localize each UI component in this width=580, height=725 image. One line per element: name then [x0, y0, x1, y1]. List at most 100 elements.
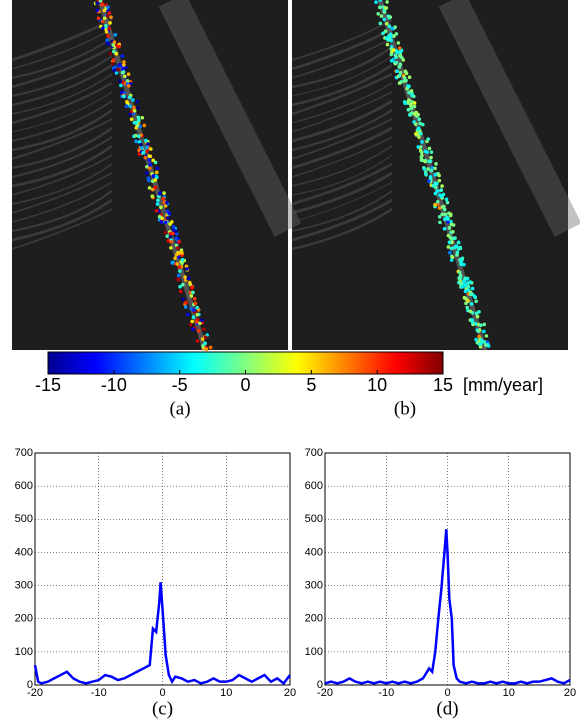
scatter-dot [153, 185, 158, 190]
scatter-dot [446, 245, 451, 249]
scatter-dot [114, 51, 119, 56]
y-tick-label: 300 [15, 579, 33, 591]
scatter-dot [382, 17, 387, 22]
scatter-dot [458, 279, 462, 283]
ridge [158, 0, 302, 237]
scatter-dot [145, 149, 149, 153]
y-tick-label: 400 [15, 546, 33, 558]
scatter-dot [107, 11, 112, 15]
scatter-dot [146, 142, 150, 146]
scatter-dot [192, 296, 197, 301]
texture [11, 136, 113, 179]
scatter-dot [95, 1, 99, 5]
scatter-dot [452, 236, 457, 240]
scatter-dot [398, 71, 403, 75]
scatter-dot [385, 0, 389, 4]
scatter-dot [166, 238, 171, 243]
scatter-dot [409, 106, 414, 111]
scatter-dot [191, 290, 195, 295]
scatter-dot [135, 123, 140, 128]
x-tick-label: -10 [91, 687, 107, 699]
scatter-dot [379, 14, 384, 18]
scatter-dot [190, 319, 195, 324]
y-tick-label: 700 [15, 447, 33, 459]
scatter-dot [463, 289, 468, 294]
scatter-dot [482, 322, 487, 327]
texture [291, 109, 393, 152]
scatter-dot [484, 334, 489, 338]
scatter-dot [454, 244, 459, 249]
scatter-dot [145, 165, 149, 169]
scatter-dot [448, 212, 453, 217]
scatter-dot [200, 318, 204, 323]
texture [11, 190, 113, 233]
scatter-dot [147, 178, 151, 183]
scatter-dot [433, 172, 438, 177]
scatter-dot [96, 16, 101, 21]
scatter-dot [132, 105, 136, 110]
scatter-dot [159, 205, 163, 210]
scatter-dot [422, 167, 427, 171]
scatter-dot [435, 199, 440, 204]
scatter-dot [128, 95, 132, 100]
scatter-dot [426, 167, 430, 171]
scatter-dot [435, 189, 440, 193]
scatter-dot [153, 178, 158, 182]
scatter-dot [134, 139, 138, 144]
scatter-dot [104, 30, 109, 34]
scatter-dot [437, 173, 441, 178]
scatter-dot [382, 10, 387, 14]
scatter-dot [201, 344, 205, 348]
scatter-dot [429, 155, 433, 160]
scatter-dot [191, 327, 195, 331]
texture [11, 181, 113, 223]
scatter-dot [381, 31, 385, 36]
scatter-dot [191, 315, 196, 320]
scatter-dot [184, 300, 188, 305]
scatter-dot [447, 240, 452, 245]
scatter-dot [401, 58, 406, 62]
scatter-dot [478, 345, 483, 349]
colorbar-tick-label: -15 [35, 375, 61, 395]
scatter-dot [460, 256, 465, 261]
y-tick-label: 200 [15, 613, 33, 625]
scatter-dot [124, 104, 129, 108]
scatter-dot [113, 33, 118, 37]
scatter-dot [165, 200, 169, 205]
texture [11, 64, 113, 107]
scatter-dot [117, 44, 121, 49]
scatter-dot [183, 275, 187, 279]
scatter-dot [183, 305, 188, 309]
scatter-dot [161, 196, 166, 201]
texture [11, 45, 113, 89]
scatter-dot [110, 61, 115, 66]
texture [291, 154, 393, 196]
scatter-dot [438, 220, 442, 225]
scatter-dot [156, 198, 160, 203]
scatter-dot [412, 112, 417, 116]
scatter-dot [439, 188, 444, 192]
panel-label: (b) [394, 398, 416, 419]
scatter-dot [149, 147, 153, 151]
scatter-dot [98, 0, 103, 3]
scatter-dot [397, 73, 402, 78]
y-tick-label: 700 [305, 447, 323, 459]
ridge [438, 0, 580, 237]
scatter-dot [433, 191, 438, 196]
scatter-dot [403, 101, 407, 106]
scatter-dot [408, 102, 413, 107]
scatter-dot [465, 305, 470, 310]
texture [291, 136, 393, 178]
scatter-dot [407, 98, 411, 102]
data-line [324, 529, 571, 685]
scatter-dot [457, 270, 462, 275]
colorbar-tick-label: 0 [240, 375, 250, 395]
scatter-dot [128, 112, 132, 117]
x-tick-label: 20 [284, 687, 296, 699]
scatter-dot [147, 158, 152, 162]
scatter-dot [111, 58, 116, 62]
scatter-dot [413, 122, 418, 127]
scatter-dot [142, 123, 147, 128]
scatter-dot [384, 22, 389, 26]
